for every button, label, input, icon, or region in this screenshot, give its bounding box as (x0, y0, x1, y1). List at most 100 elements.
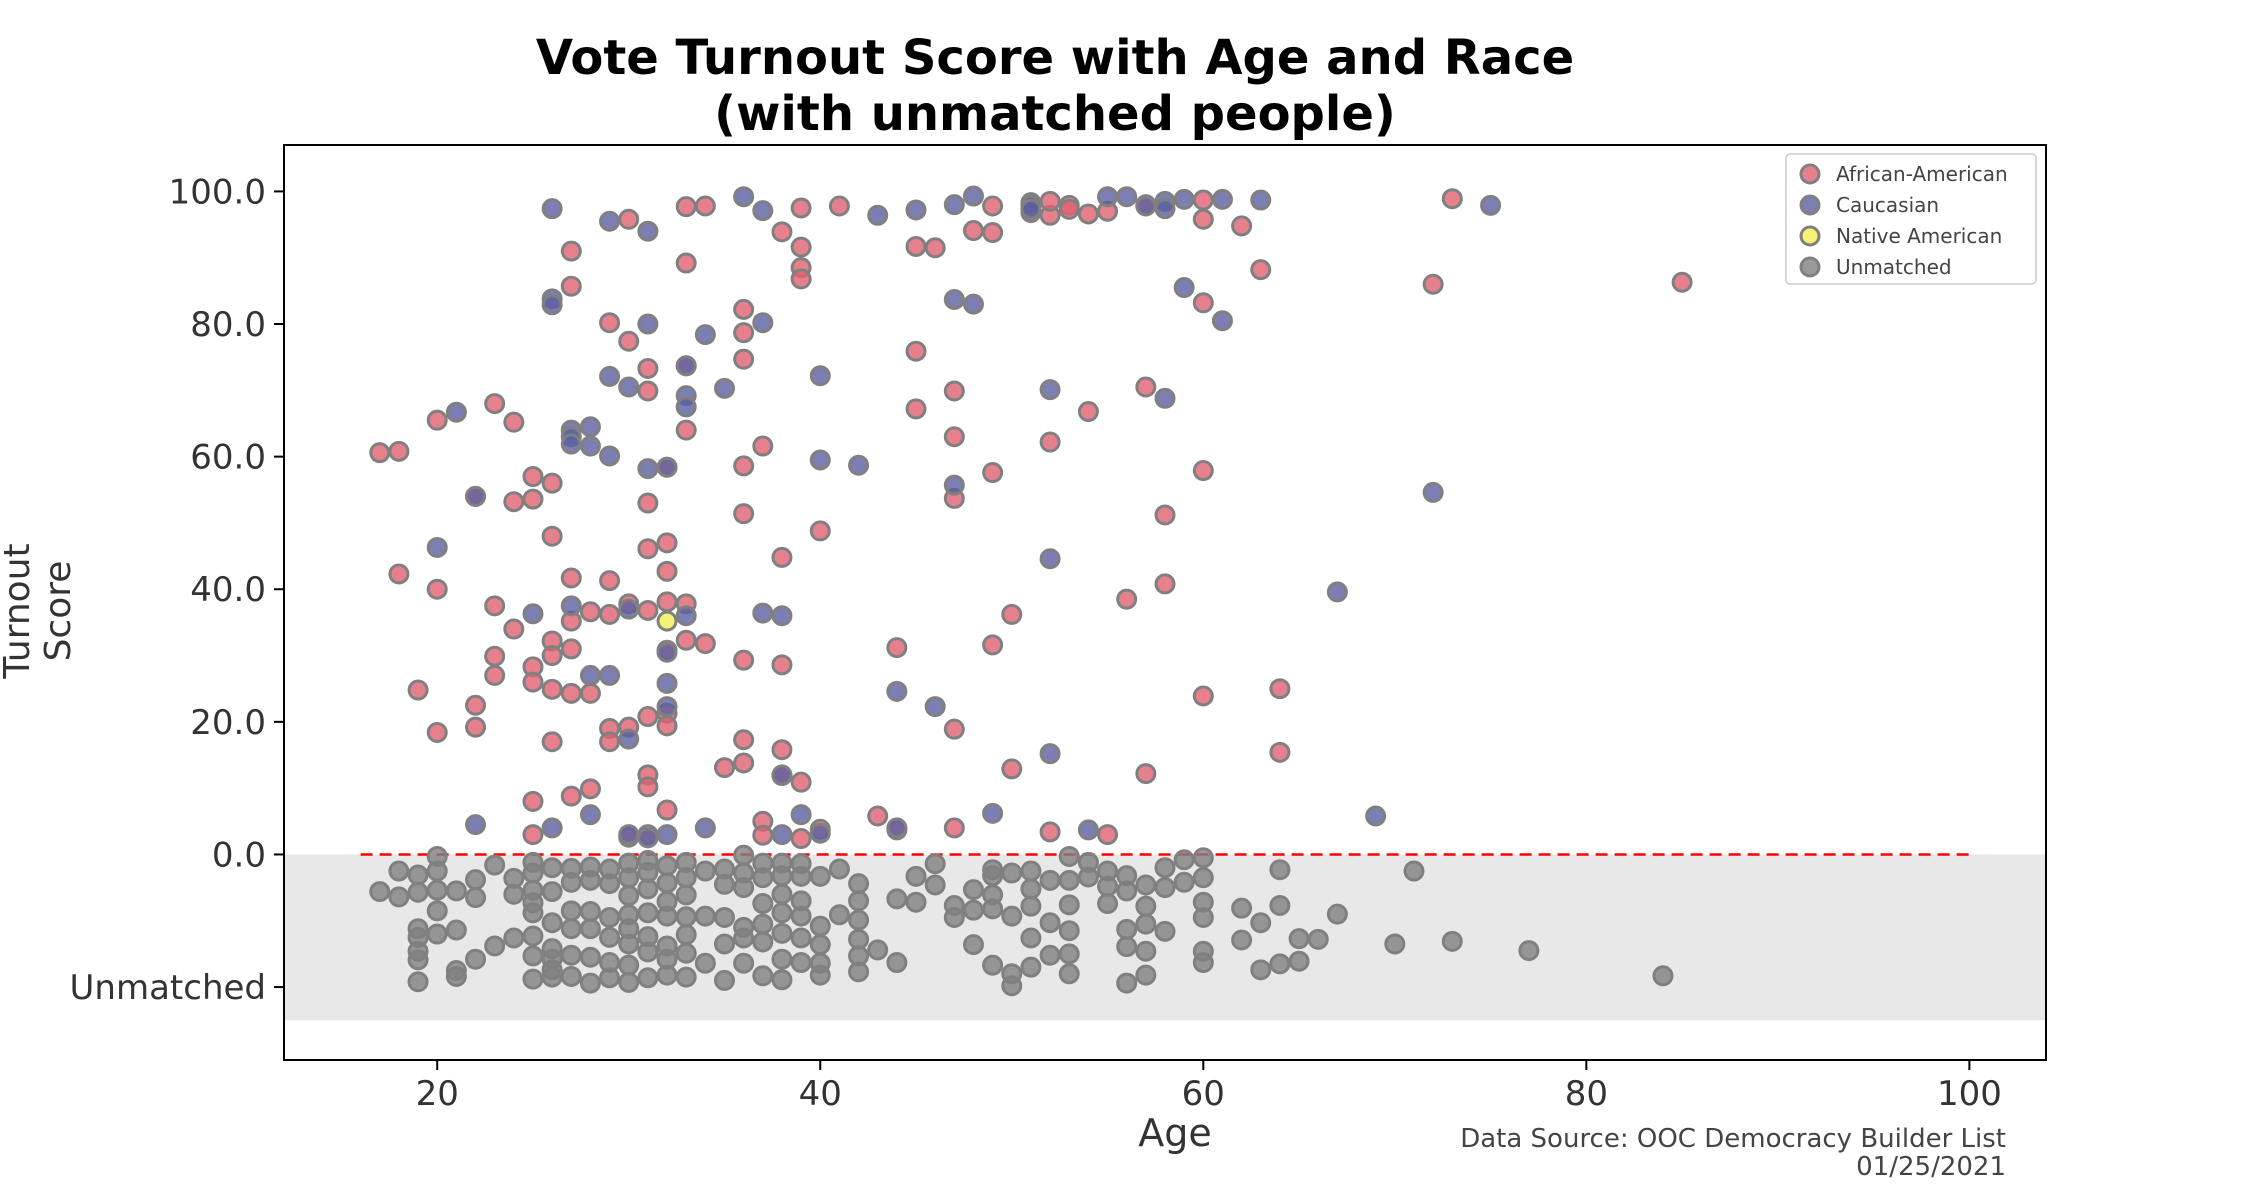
point-african-american (656, 715, 678, 737)
point-african-american (982, 222, 1004, 244)
point-unmatched (924, 853, 946, 875)
point-african-american (465, 716, 487, 738)
point-caucasian (1365, 805, 1387, 827)
point-african-american (522, 488, 544, 510)
point-unmatched (1001, 905, 1023, 927)
chart-title: Vote Turnout Score with Age and Race (535, 30, 1575, 86)
point-caucasian (1211, 188, 1233, 210)
point-african-american (1135, 376, 1157, 398)
point-african-american (886, 637, 908, 659)
point-unmatched (675, 906, 697, 928)
point-unmatched (637, 902, 659, 924)
point-caucasian (962, 185, 984, 207)
point-african-american (637, 492, 659, 514)
point-unmatched (1250, 912, 1272, 934)
point-unmatched (828, 904, 850, 926)
point-unmatched (465, 869, 487, 891)
point-african-american (599, 312, 621, 334)
point-african-american (541, 678, 563, 700)
point-african-american (637, 357, 659, 379)
point-unmatched (599, 906, 621, 928)
point-caucasian (579, 804, 601, 826)
point-unmatched (426, 879, 448, 901)
point-african-american (733, 729, 755, 751)
point-unmatched (560, 900, 582, 922)
point-african-american (694, 195, 716, 217)
point-unmatched (1231, 929, 1253, 951)
point-unmatched (1135, 895, 1157, 917)
point-unmatched (522, 925, 544, 947)
point-african-american (426, 409, 448, 431)
point-unmatched (809, 865, 831, 887)
point-unmatched (618, 867, 640, 889)
point-unmatched (1192, 906, 1214, 928)
point-caucasian (656, 672, 678, 694)
point-caucasian (1173, 277, 1195, 299)
point-african-american (656, 560, 678, 582)
point-caucasian (541, 817, 563, 839)
point-unmatched (752, 893, 774, 915)
point-unmatched (656, 855, 678, 877)
point-caucasian (771, 824, 793, 846)
point-unmatched (886, 952, 908, 974)
x-axis-label: Age (1138, 1111, 1212, 1155)
point-african-american (541, 525, 563, 547)
point-african-american (828, 195, 850, 217)
point-african-american (1250, 259, 1272, 281)
point-african-american (752, 435, 774, 457)
point-unmatched (790, 927, 812, 949)
point-african-american (1231, 215, 1253, 237)
point-african-american (541, 472, 563, 494)
point-unmatched (733, 927, 755, 949)
point-african-american (1039, 190, 1061, 212)
point-unmatched (1652, 965, 1674, 987)
point-african-american (599, 570, 621, 592)
point-caucasian (675, 396, 697, 418)
point-african-american (599, 603, 621, 625)
point-unmatched (752, 867, 774, 889)
point-caucasian (637, 827, 659, 849)
point-caucasian (445, 401, 467, 423)
point-african-american (522, 466, 544, 488)
point-caucasian (905, 199, 927, 221)
point-caucasian (809, 449, 831, 471)
point-unmatched (752, 913, 774, 935)
point-unmatched (541, 857, 563, 879)
point-caucasian (656, 456, 678, 478)
point-unmatched (541, 966, 563, 988)
point-african-american (1001, 758, 1023, 780)
point-unmatched (1097, 893, 1119, 915)
point-unmatched (886, 888, 908, 910)
point-unmatched (1288, 950, 1310, 972)
point-unmatched (579, 918, 601, 940)
point-unmatched (714, 933, 735, 955)
point-unmatched (656, 964, 678, 986)
point-unmatched (790, 952, 812, 974)
y-tick-label: 20.0 (190, 703, 266, 743)
legend-marker-native-american (1799, 225, 1821, 247)
point-caucasian (656, 696, 678, 718)
point-caucasian (790, 804, 812, 826)
point-african-american (733, 503, 755, 525)
point-african-american (943, 426, 965, 448)
point-african-american (714, 757, 735, 779)
legend-box (1785, 153, 2037, 285)
point-african-american (1154, 573, 1176, 595)
point-african-american (771, 546, 793, 568)
point-unmatched (407, 949, 429, 971)
point-caucasian (943, 194, 965, 216)
data-source-label: Data Source: OOC Democracy Builder List (1460, 1124, 2006, 1154)
point-african-american (905, 340, 927, 362)
point-unmatched (426, 860, 448, 882)
point-unmatched (1307, 928, 1329, 950)
point-african-american (733, 649, 755, 671)
point-african-american (637, 538, 659, 560)
point-african-american (1039, 431, 1061, 453)
point-caucasian (465, 814, 487, 836)
point-unmatched (962, 879, 984, 901)
point-caucasian (541, 294, 563, 316)
point-african-american (867, 805, 889, 827)
point-caucasian (599, 210, 621, 232)
y-tick-label: 80.0 (190, 305, 266, 345)
point-unmatched (1403, 860, 1425, 882)
